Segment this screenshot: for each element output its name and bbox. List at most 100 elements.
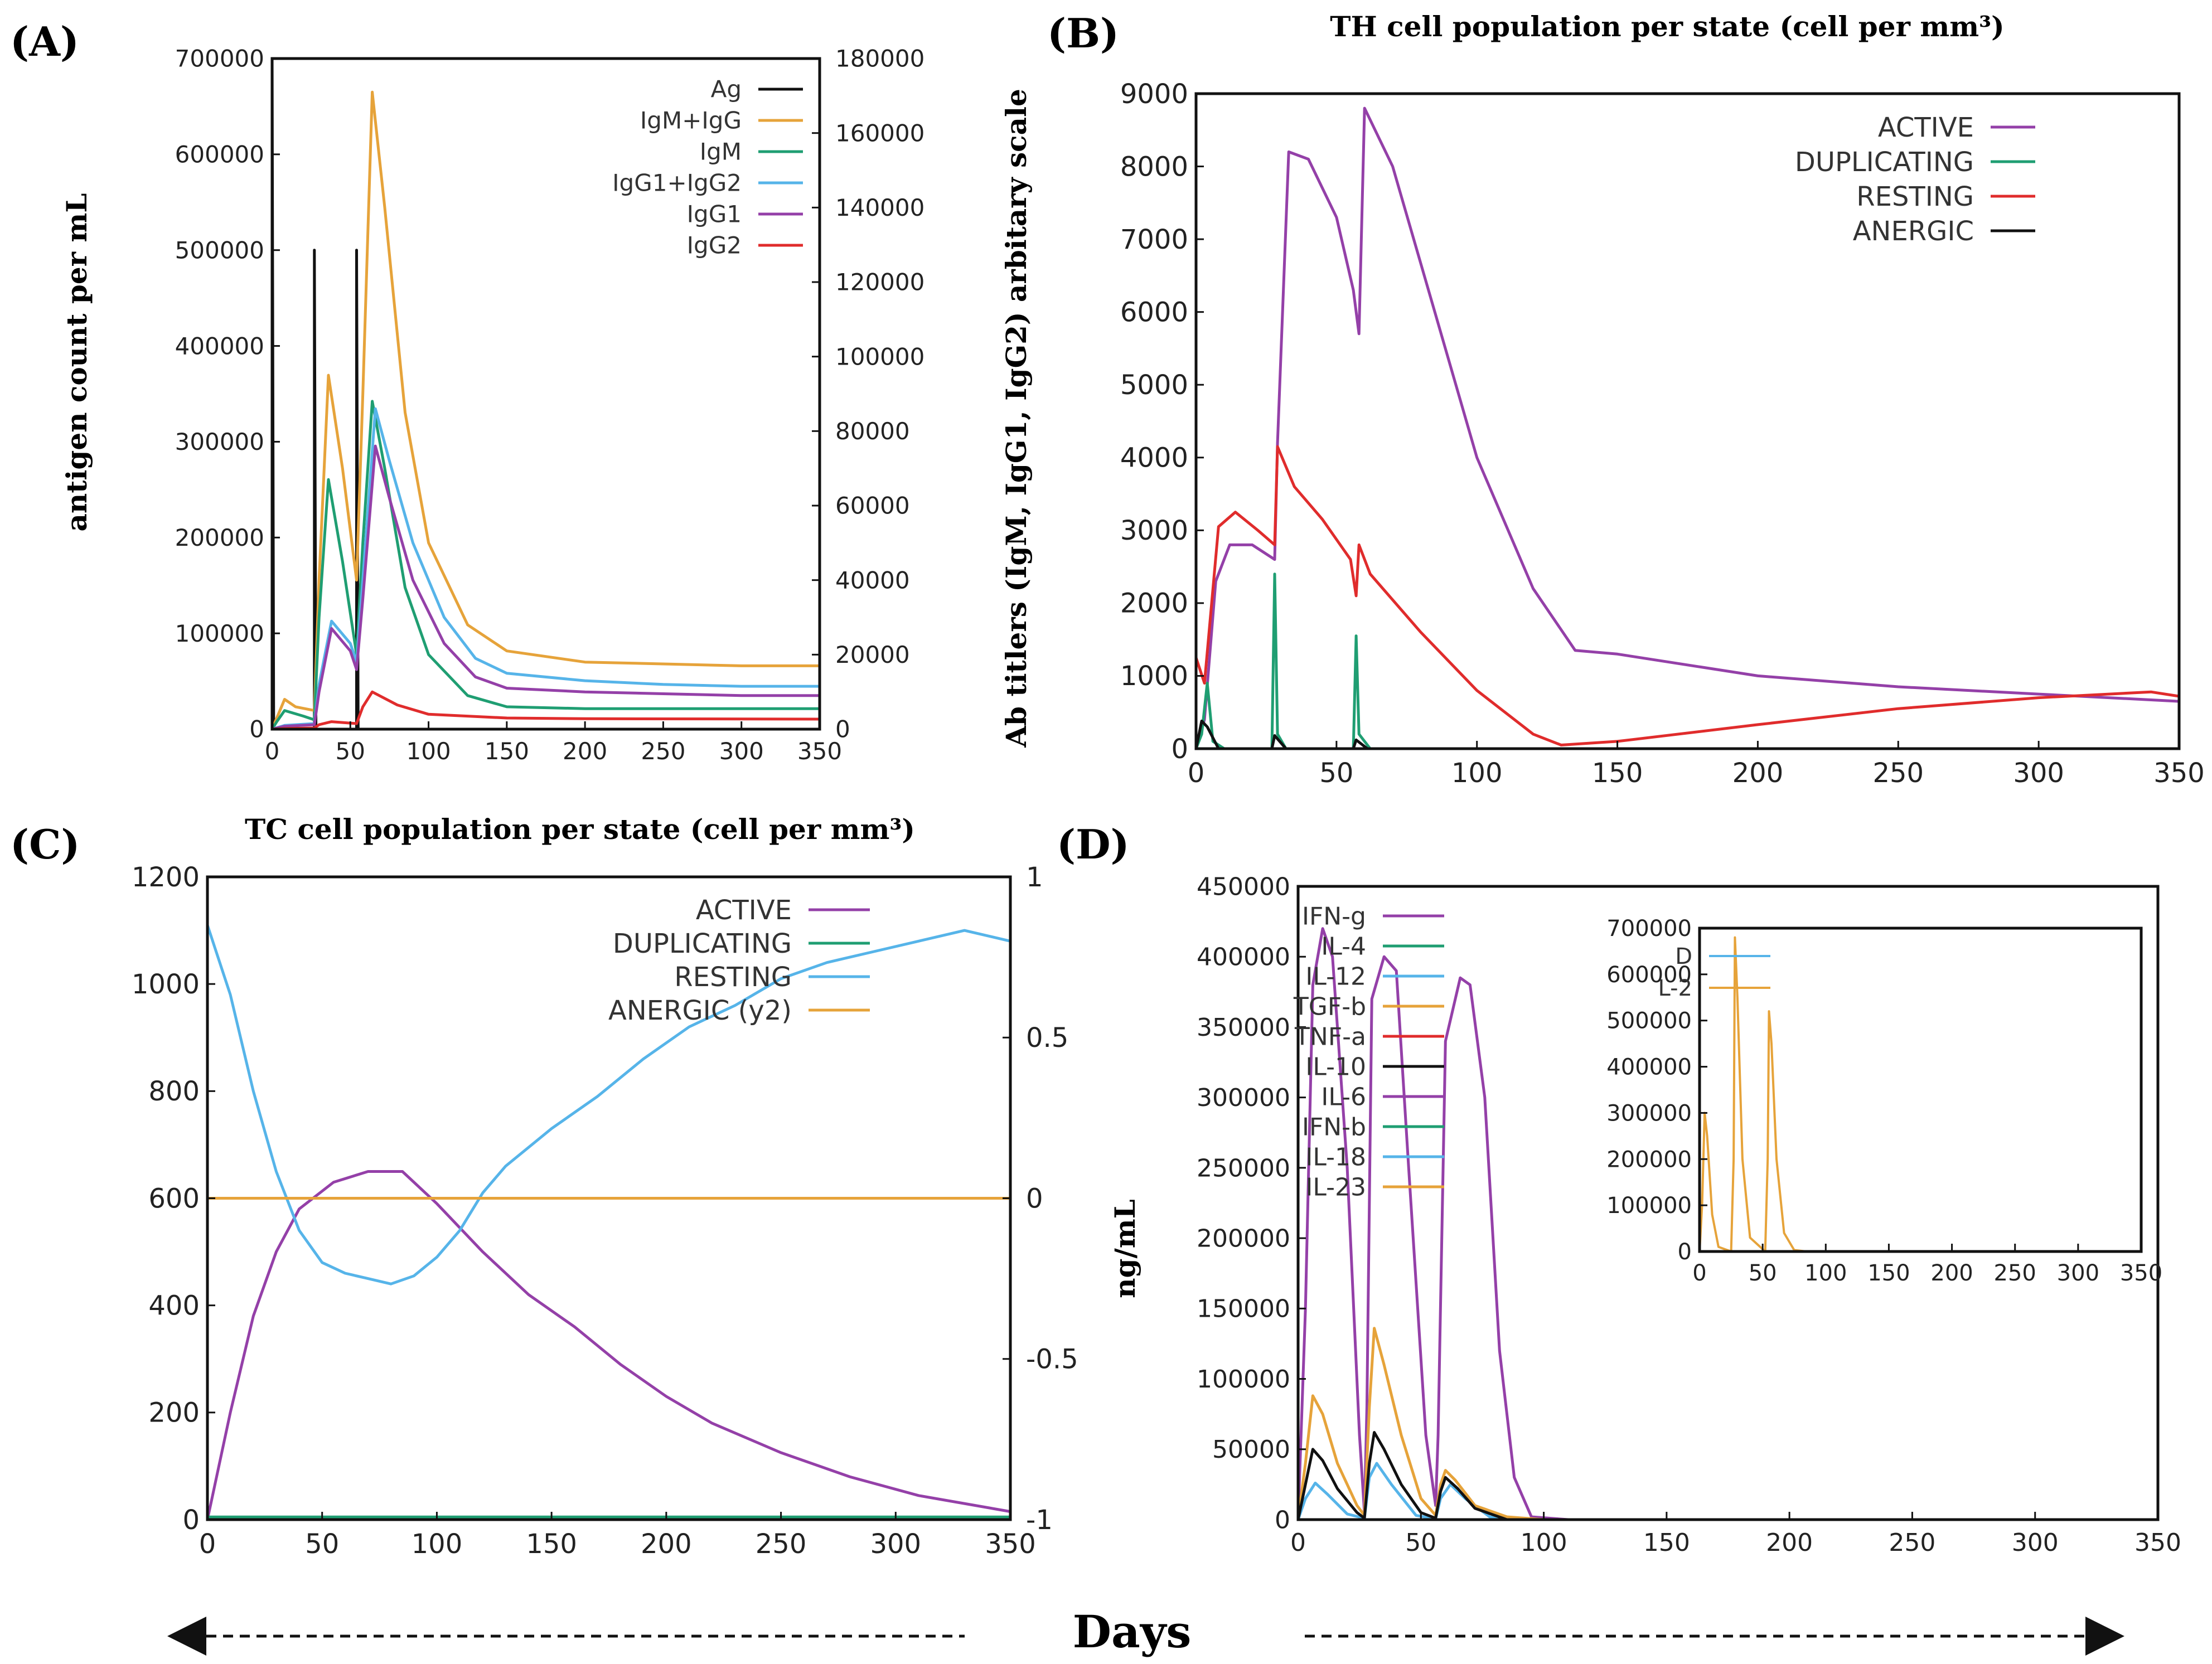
legend-label: IgG2 [687, 232, 742, 259]
y-tick-label: 0 [1171, 734, 1188, 765]
x-tick-label: 250 [641, 738, 685, 765]
x-tick-label: 150 [1592, 758, 1643, 789]
series-line-tgf-b [1296, 1327, 2158, 1521]
legend-label: IFN-b [1302, 1113, 1366, 1141]
days-xlabel: Days [1073, 1605, 1192, 1658]
y-tick-label: 200000 [1606, 1147, 1692, 1172]
x-tick-label: 300 [719, 738, 764, 765]
legend-label: DUPLICATING [1795, 147, 1974, 178]
y2-tick-label: -1 [1026, 1505, 1053, 1536]
series-line-igg1 [272, 444, 820, 731]
inset-background [1694, 923, 2147, 1279]
x-tick-label: 250 [756, 1529, 807, 1560]
legend-label: L-2 [1658, 976, 1692, 1001]
series-line-active [1194, 106, 2180, 749]
y-tick-label: 2000 [1120, 588, 1188, 619]
x-tick-label: 300 [2057, 1260, 2099, 1286]
legend-label: RESTING [1856, 181, 1974, 212]
legend-label: ACTIVE [1878, 112, 1974, 143]
legend-label: RESTING [674, 962, 792, 993]
y-tick-label: 0 [1678, 1239, 1692, 1265]
plot-frame [1296, 885, 2160, 1521]
y2-tick-label: -0.5 [1026, 1344, 1078, 1375]
y-tick-label: 4000 [1120, 443, 1188, 474]
x-tick-label: 350 [2134, 1529, 2181, 1557]
series-line-igm-igg [270, 90, 820, 730]
series-line-il-10 [1296, 1431, 2158, 1521]
y-tick-label: 450000 [1197, 872, 1290, 901]
x-tick-label: 250 [1889, 1529, 1935, 1557]
series-line-il-12 [1296, 1462, 2158, 1521]
x-tick-label: 150 [526, 1529, 577, 1560]
x-tick-label: 200 [641, 1529, 692, 1560]
legend-label: ACTIVE [696, 895, 792, 926]
y-tick-label: 200 [148, 1398, 200, 1429]
series-line-l-2 [1698, 936, 2141, 1253]
x-tick-label: 200 [1732, 758, 1784, 789]
y2-tick-label: 40000 [835, 566, 910, 594]
panel-3: 0 50 100 150 200 250 300 350 0 50000 100000 150000 2… [1197, 872, 2181, 1557]
y-tick-label: 600000 [175, 141, 264, 168]
y2-tick-label: 160000 [835, 119, 925, 147]
x-tick-label: 100 [406, 738, 451, 765]
y2-tick-label: 20000 [835, 641, 910, 668]
x-tick-label: 50 [305, 1529, 339, 1560]
y-tick-label: 700000 [175, 45, 264, 72]
x-tick-label: 150 [1643, 1529, 1690, 1557]
charts-layer: 0 50 100 150 200 250 300 3500100000200000300000… [132, 45, 2205, 1560]
series-line-resting [206, 924, 1011, 1285]
y-tick-label: 400 [148, 1290, 200, 1321]
x-tick-label: 300 [870, 1529, 921, 1560]
x-tick-label: 0 [199, 1529, 216, 1560]
y-tick-label: 9000 [1120, 79, 1188, 110]
y2-tick-label: 60000 [835, 492, 910, 520]
y-tick-label: 100000 [1197, 1365, 1290, 1394]
y-tick-label: 7000 [1120, 224, 1188, 255]
y-tick-label: 400000 [1606, 1055, 1692, 1080]
y-tick-label: 6000 [1120, 297, 1188, 328]
x-tick-label: 350 [2153, 758, 2205, 789]
y-tick-label: 400000 [1197, 943, 1290, 972]
x-tick-label: 50 [1749, 1260, 1777, 1286]
legend-label: Ag [711, 76, 742, 103]
plot-frame [1698, 926, 2143, 1253]
legend-label: D [1675, 944, 1692, 969]
y-tick-label: 600000 [1606, 962, 1692, 988]
y-tick-label: 300000 [1197, 1084, 1290, 1112]
y-tick-label: 5000 [1120, 370, 1188, 401]
panel-a-ylabel: antigen count per mL [60, 193, 93, 532]
y-tick-label: 0 [1275, 1506, 1290, 1534]
legend-label: IL-18 [1305, 1143, 1366, 1171]
panel-d-letter: (D) [1057, 821, 1130, 868]
y-tick-label: 200000 [175, 524, 264, 551]
series-line-ifn-g [1296, 927, 2158, 1521]
y-tick-label: 600 [148, 1183, 200, 1214]
x-tick-label: 150 [1867, 1260, 1910, 1286]
legend-label: TGF-b [1293, 992, 1366, 1021]
legend-label: IL-23 [1305, 1173, 1366, 1201]
x-tick-label: 350 [985, 1529, 1036, 1560]
y2-tick-label: 100000 [835, 343, 925, 370]
y2-tick-label: 120000 [835, 269, 925, 296]
y2-tick-label: 0 [835, 716, 850, 743]
legend-label: IgG1+IgG2 [612, 169, 742, 197]
legend-label: IL-6 [1321, 1083, 1366, 1111]
plot-frame [1194, 92, 2181, 750]
panel-c-letter: (C) [10, 821, 80, 868]
panel-c-title: TC cell population per state (cell per m… [245, 813, 915, 846]
y2-tick-label: 0.5 [1026, 1022, 1068, 1054]
y-tick-label: 300000 [1606, 1100, 1692, 1126]
series-line-igm [270, 400, 820, 730]
panel-d-ylabel: ng/mL [1109, 1199, 1141, 1298]
x-tick-label: 100 [1521, 1529, 1567, 1557]
legend-label: IL-12 [1305, 962, 1366, 991]
x-tick-label: 150 [485, 738, 529, 765]
x-tick-label: 300 [2013, 758, 2064, 789]
legend-label: ANERGIC [1853, 216, 1974, 247]
legend-label: IL-10 [1305, 1052, 1366, 1081]
y-tick-label: 1000 [1120, 661, 1188, 692]
y-tick-label: 150000 [1197, 1295, 1290, 1323]
series-line-anergic [1194, 719, 2179, 750]
y-tick-label: 0 [182, 1505, 200, 1536]
